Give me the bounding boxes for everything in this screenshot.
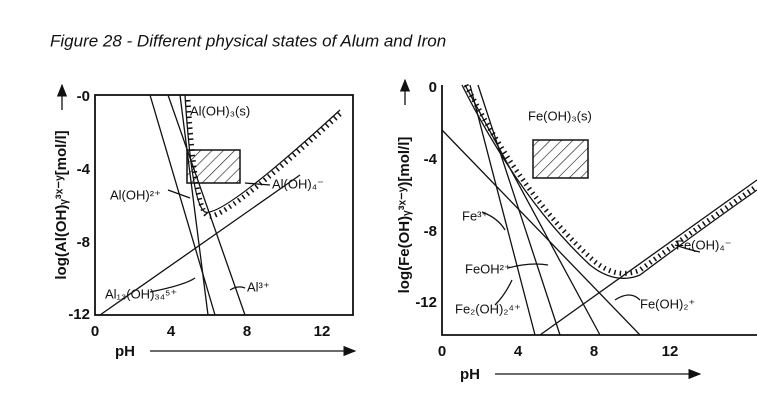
curve [477,84,561,336]
curve [179,94,209,316]
leader [149,277,196,293]
curve [441,129,641,336]
species-label: Fe₂(OH)₂⁴⁺ [455,301,521,316]
species-label: Fe³⁺ [462,208,488,223]
species-label: Fe(OH)₂⁺ [640,296,695,311]
panel-iron: Fe(OH)₃(s) Fe³⁺ FeOH²⁺ Fe(OH)₄⁻ Fe₂(OH)₂… [396,78,757,383]
species-label: Al(OH)₄⁻ [272,176,324,191]
y-axis-label: log(Al(OH)ᵧ³ˣ⁻ʸ[mol/l] [53,130,70,279]
y-tick-label: 0 [429,79,437,96]
leader [244,182,271,186]
x-tick-label: 8 [243,323,251,340]
x-tick-label: 4 [167,323,176,340]
panel-alum: Al(OH)₃(s) Al(OH)²⁺ Al(OH)₄⁻ Al₁₃(OH)₃₄⁵… [53,83,357,360]
plot-frame [94,94,354,316]
x-tick-label: 4 [514,343,523,360]
leader [614,294,641,301]
y-tick-label: -12 [68,306,90,323]
species-label: Fe(OH)₄⁻ [676,237,732,252]
species-label: FeOH²⁺ [465,261,511,276]
species-label: Al³⁺ [247,279,270,294]
x-tick-label: 0 [438,343,446,360]
leader [229,286,246,291]
leader [507,263,549,269]
y-tick-label: -8 [424,223,437,240]
y-tick-label: -4 [77,161,91,178]
species-label: Al(OH)₃(s) [190,103,250,118]
curve [99,174,301,316]
curve [149,94,216,316]
x-tick-label: 8 [590,343,598,360]
x-tick-label: 12 [662,343,679,360]
x-axis-label: pH [460,366,480,383]
hatched-box [532,139,589,179]
plot-frame [441,85,757,336]
species-label: Fe(OH)₃(s) [528,108,592,123]
curve [464,84,601,336]
hatching [463,83,757,276]
species-label: Al(OH)²⁺ [110,187,161,202]
x-tick-label: 0 [91,323,99,340]
x-axis-label: pH [115,343,135,360]
solubility-boundary [461,84,757,279]
curve [539,179,757,336]
curve [167,94,246,316]
x-tick-label: 12 [314,323,331,340]
species-label: Al₁₃(OH)₃₄⁵⁺ [105,286,177,301]
leader [494,279,513,306]
y-tick-label: -12 [415,294,437,311]
y-axis-label: log(Fe(OH)ᵧ³ˣ⁻ʸ)[mol/l] [396,137,413,294]
leader [167,189,191,199]
leader [674,244,701,253]
curve [469,84,536,336]
y-tick-label: -0 [77,88,90,105]
y-tick-label: -4 [424,151,438,168]
figure-title: Figure 28 - Different physical states of… [50,31,446,50]
leader [481,211,506,231]
hatched-box [186,149,241,184]
y-tick-label: -8 [77,234,90,251]
